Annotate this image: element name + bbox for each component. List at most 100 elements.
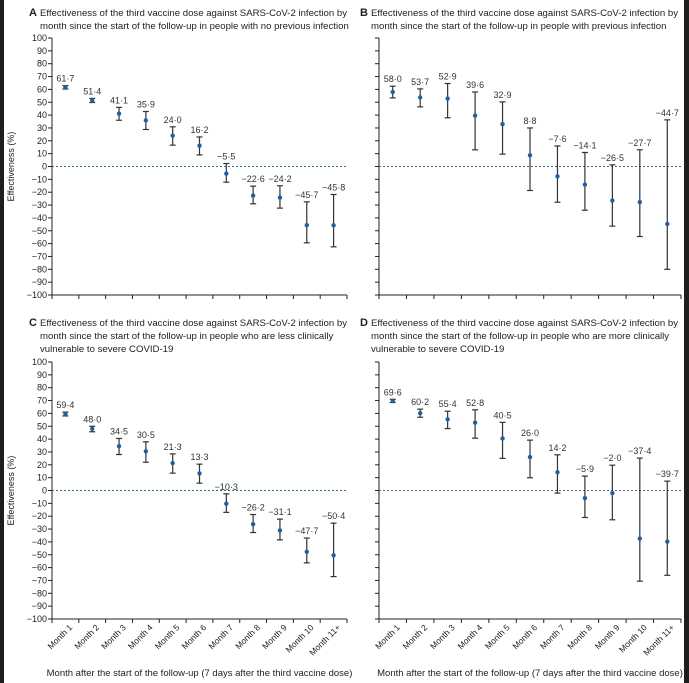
- panel-title-line: Effectiveness of the third vaccine dose …: [40, 8, 347, 19]
- data-label: 41·1: [110, 95, 128, 105]
- data-point: [250, 521, 256, 527]
- data-label: −26·5: [601, 153, 624, 163]
- data-label: 69·6: [384, 387, 402, 397]
- data-label: 39·6: [466, 80, 484, 90]
- x-axis-title: Month after the start of the follow-up (…: [47, 668, 353, 679]
- right-border: [684, 0, 689, 683]
- x-tick-label: Month 3: [428, 622, 457, 651]
- data-label: −37·4: [628, 446, 651, 456]
- data-label: 40·5: [494, 410, 512, 420]
- data-label: 21·3: [164, 442, 182, 452]
- data-point-group: 30·5: [137, 430, 155, 463]
- data-label: 34·5: [110, 426, 128, 436]
- y-tick-label: −30: [32, 524, 47, 534]
- panel-title-line: month since the start of the follow-up i…: [40, 331, 333, 342]
- y-tick-label: −40: [32, 213, 47, 223]
- left-border: [0, 0, 4, 683]
- y-tick-label: −80: [32, 588, 47, 598]
- y-tick-label: 90: [37, 370, 47, 380]
- y-tick-label: −80: [32, 264, 47, 274]
- y-tick-label: −60: [32, 239, 47, 249]
- data-point-group: −45·8: [322, 183, 345, 248]
- x-tick-label: Month 7: [206, 622, 235, 651]
- y-tick-label: 10: [37, 473, 47, 483]
- data-label: 58·0: [384, 74, 402, 84]
- data-label: 52·8: [466, 398, 484, 408]
- data-point: [250, 193, 256, 198]
- data-point-group: 59·4: [56, 400, 74, 417]
- data-point-group: 14·2: [548, 443, 566, 494]
- data-point: [63, 411, 68, 417]
- y-tick-label: 40: [37, 110, 47, 120]
- data-label: −22·6: [241, 174, 264, 184]
- data-label: −26·2: [241, 503, 264, 513]
- data-point-group: −14·1: [573, 140, 597, 211]
- panel-title-line: Effectiveness of the third vaccine dose …: [40, 318, 347, 329]
- data-point: [637, 199, 643, 205]
- data-point-group: −5·9: [576, 464, 594, 519]
- x-tick-label: Month 5: [483, 622, 512, 651]
- data-point: [63, 85, 68, 90]
- y-tick-label: −40: [32, 537, 47, 547]
- x-tick-label: Month 4: [455, 622, 484, 651]
- data-point-group: −27·7: [628, 138, 651, 238]
- data-point-group: 41·1: [110, 95, 128, 121]
- y-tick-label: 10: [37, 149, 47, 159]
- y-tick-label: 0: [42, 486, 47, 496]
- data-label: 48·0: [83, 414, 101, 424]
- data-point: [417, 410, 423, 416]
- y-tick-label: 0: [42, 162, 47, 172]
- data-point-group: −22·6: [241, 174, 265, 205]
- data-point-group: −2·0: [603, 453, 621, 521]
- y-tick-label: −10: [32, 498, 47, 508]
- data-label: 59·4: [56, 400, 74, 410]
- data-point: [472, 420, 478, 425]
- data-point: [582, 182, 588, 187]
- panel-title-line: vulnerable to severe COVID-19: [40, 344, 173, 355]
- y-tick-label: −100: [27, 290, 47, 300]
- panel-title-line: Effectiveness of the third vaccine dose …: [371, 8, 678, 19]
- data-label: −5·9: [576, 464, 594, 474]
- data-point-group: −26·5: [601, 153, 624, 227]
- panel-title-line: month since the start of the follow-up i…: [371, 21, 666, 32]
- data-label: 35·9: [137, 100, 155, 110]
- data-label: −31·1: [268, 507, 291, 517]
- data-label: 32·9: [494, 90, 512, 100]
- data-point: [116, 111, 122, 116]
- data-point-group: 24·0: [164, 115, 182, 146]
- data-label: −50·4: [322, 511, 345, 521]
- data-point-group: 16·2: [190, 125, 209, 156]
- data-label: 8·8: [523, 116, 536, 126]
- data-point: [472, 113, 478, 118]
- data-point: [665, 221, 670, 227]
- data-point: [331, 553, 336, 558]
- data-point-group: 61·7: [56, 74, 74, 90]
- panel-d: D Effectiveness of the third vaccine dose…: [360, 317, 683, 679]
- data-point: [417, 95, 423, 100]
- x-tick-label: Month 6: [510, 622, 539, 651]
- x-tick-label: Month 1: [45, 622, 74, 651]
- panel-title-line: month since the start of the follow-up i…: [40, 21, 349, 32]
- data-label: 61·7: [56, 74, 74, 84]
- data-point-group: 26·0: [521, 428, 539, 479]
- data-point-group: 35·9: [137, 100, 155, 131]
- y-tick-label: 60: [37, 408, 47, 418]
- panel-c: C Effectiveness of the third vaccine dose…: [6, 317, 352, 679]
- data-point: [197, 143, 202, 148]
- data-point: [390, 398, 395, 404]
- data-point-group: −24·2: [268, 174, 292, 209]
- data-point-group: 48·0: [83, 414, 101, 433]
- panel-title-line: vulnerable to severe COVID-19: [371, 344, 504, 355]
- y-tick-label: −70: [32, 251, 47, 261]
- y-tick-label: 90: [37, 46, 47, 56]
- data-point: [500, 122, 505, 127]
- y-tick-label: −20: [32, 511, 47, 521]
- data-point: [390, 89, 395, 95]
- panel-letter: C: [29, 317, 37, 329]
- data-point-group: 39·6: [466, 80, 484, 151]
- y-tick-label: −90: [32, 277, 47, 287]
- y-tick-label: 100: [32, 33, 47, 43]
- data-label: 30·5: [137, 430, 155, 440]
- data-label: −27·7: [628, 138, 651, 148]
- data-point: [527, 454, 533, 460]
